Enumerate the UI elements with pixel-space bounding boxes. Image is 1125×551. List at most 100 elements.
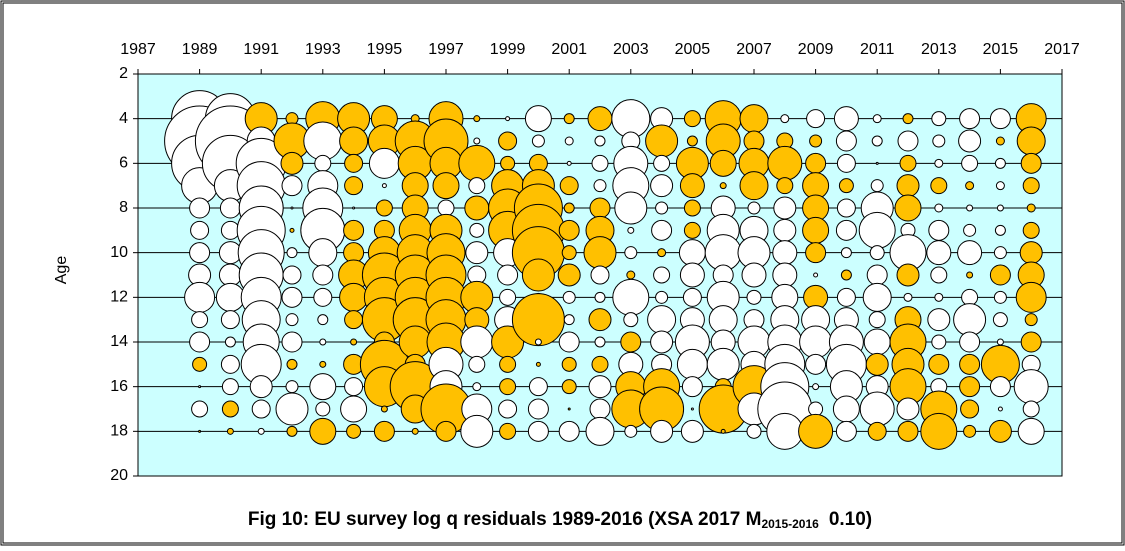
bubble [561, 245, 577, 261]
bubble [285, 380, 299, 394]
y-tick-label: 6 [119, 155, 128, 172]
bubble [902, 113, 914, 125]
bubble [314, 154, 332, 172]
bubble [524, 105, 552, 133]
bubble [588, 308, 612, 332]
bubble [535, 361, 541, 367]
bubble [746, 289, 762, 305]
bubble [562, 290, 576, 304]
bubble [499, 378, 517, 396]
bubble [872, 114, 882, 124]
x-tick-label: 2017 [1044, 41, 1080, 58]
bubble [799, 325, 833, 359]
bubble [865, 352, 889, 376]
bubble [220, 310, 240, 330]
bubble [858, 211, 896, 249]
bubble [498, 131, 518, 151]
x-tick-label: 1993 [305, 41, 341, 58]
bubble [534, 338, 542, 346]
x-tick-label: 2001 [551, 41, 587, 58]
bubble [776, 177, 794, 195]
bubble [468, 355, 486, 373]
bubble [286, 358, 298, 370]
bubble [805, 242, 827, 264]
bubble [862, 282, 892, 312]
bubble [989, 376, 1011, 398]
bubble [869, 245, 885, 261]
x-tick-label: 2003 [613, 41, 649, 58]
bubble [920, 412, 958, 450]
bubble [528, 377, 548, 397]
bubble [620, 331, 642, 353]
bubble [963, 424, 977, 438]
bubble [780, 114, 790, 124]
bubble [587, 106, 613, 132]
bubble [465, 241, 489, 265]
bubble [812, 383, 820, 391]
bubble [680, 419, 704, 443]
bubble [682, 287, 702, 307]
bubble [934, 292, 944, 302]
bubble [435, 420, 457, 442]
bubble [995, 136, 1005, 146]
bubble [191, 311, 209, 329]
bubble [499, 355, 517, 373]
bubble [563, 314, 575, 326]
bubble [747, 201, 761, 215]
bubble [624, 424, 638, 438]
bubble [836, 153, 856, 173]
bubble [958, 129, 982, 153]
x-tick-label: 1995 [367, 41, 403, 58]
y-tick-label: 10 [110, 244, 128, 261]
bubble [897, 130, 919, 152]
bubble [959, 108, 981, 130]
bubble [308, 238, 338, 268]
bubble [317, 314, 329, 326]
bubble [344, 153, 364, 173]
bubble [521, 258, 555, 292]
bubble [840, 247, 852, 259]
bubble [957, 240, 983, 266]
bubble [315, 401, 331, 417]
bubble [1022, 177, 1040, 195]
x-tick-label: 1987 [120, 41, 156, 58]
bubble [189, 197, 211, 219]
bubble [679, 173, 705, 199]
bubble [995, 181, 1005, 191]
bubble [380, 405, 388, 413]
x-tick-label: 2007 [736, 41, 772, 58]
bubble [626, 270, 636, 280]
x-tick-label: 1991 [243, 41, 279, 58]
bubble [286, 247, 298, 259]
bubble [1017, 417, 1045, 445]
bubble [966, 204, 974, 212]
bubble [558, 331, 580, 353]
bubble [312, 264, 334, 286]
bubble [190, 220, 210, 240]
bubble [767, 145, 803, 181]
bubble [965, 181, 975, 191]
bubble [343, 219, 365, 241]
bubble [709, 149, 737, 177]
bubble [319, 338, 327, 346]
bubble [398, 325, 432, 359]
x-tick-label: 1997 [428, 41, 464, 58]
bubble [871, 135, 883, 147]
bubble [903, 292, 913, 302]
bubble [930, 266, 948, 284]
title-suffix: 0.10) [829, 509, 872, 530]
title-main: Fig 10: EU survey log q residuals 1989-2… [248, 509, 762, 530]
bubble [647, 305, 677, 335]
bubble [566, 160, 572, 166]
bubble [464, 195, 490, 221]
bubble [497, 264, 519, 286]
y-tick-label: 2 [119, 65, 128, 82]
bubble [989, 108, 1011, 130]
bubble [806, 109, 826, 129]
bubble [623, 312, 639, 328]
x-tick-label: 1989 [182, 41, 218, 58]
bubble [928, 353, 950, 375]
bubble [655, 201, 669, 215]
bubble [931, 111, 947, 127]
